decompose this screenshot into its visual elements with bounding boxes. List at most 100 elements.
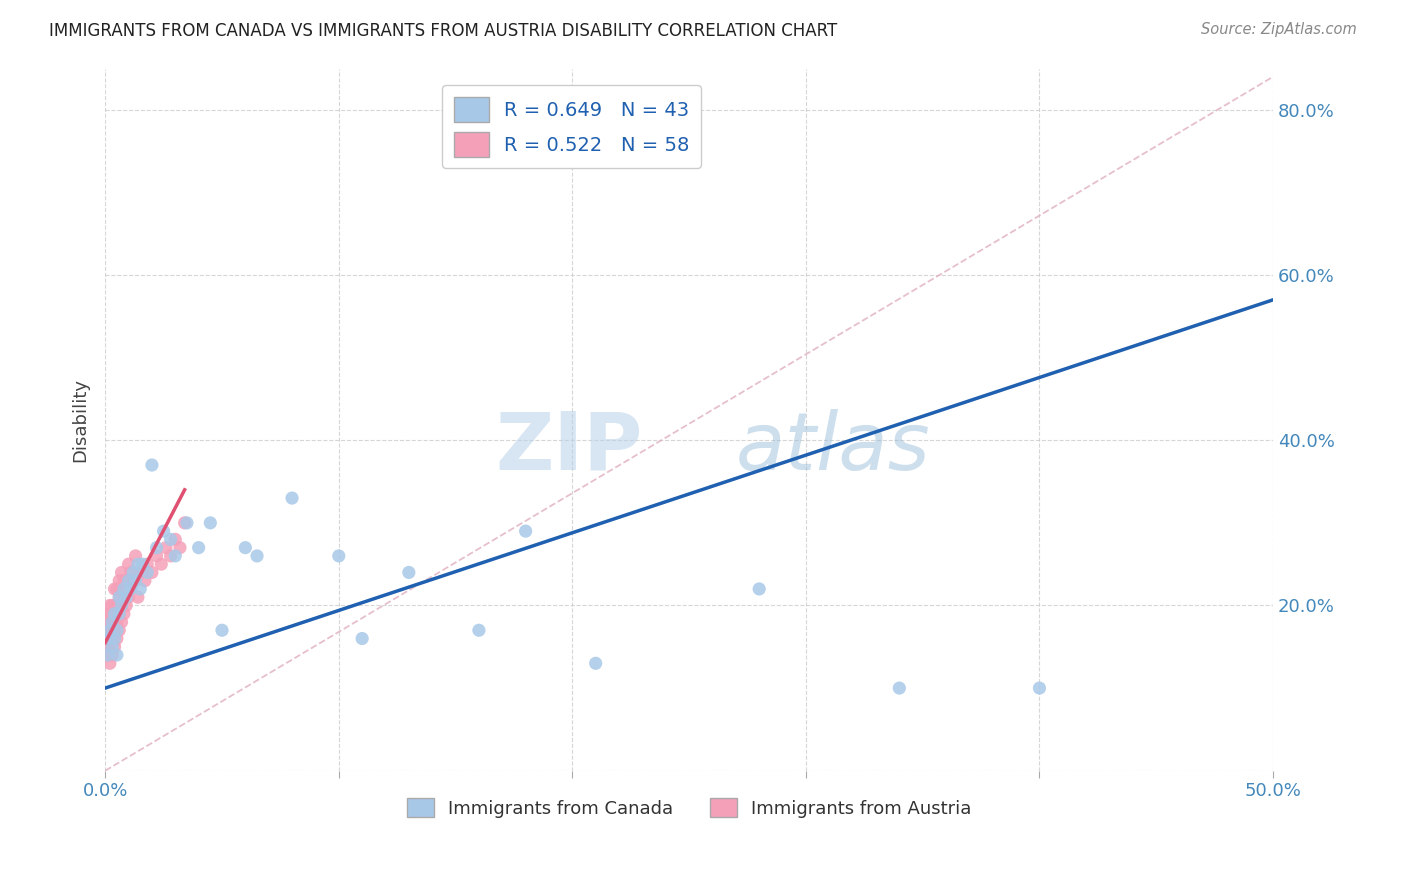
Point <box>112 582 135 596</box>
Point <box>145 541 167 555</box>
Point <box>211 624 233 638</box>
Point <box>101 599 124 613</box>
Point <box>112 574 135 588</box>
Point <box>112 591 135 605</box>
Point <box>96 624 118 638</box>
Point <box>124 574 146 588</box>
Point <box>120 582 142 596</box>
Point <box>103 624 125 638</box>
Point <box>98 632 121 646</box>
Point <box>103 640 125 654</box>
Point <box>129 566 152 580</box>
Point <box>127 591 149 605</box>
Point <box>108 624 131 638</box>
Point <box>98 624 121 638</box>
Point <box>515 524 537 538</box>
Point <box>187 541 209 555</box>
Point <box>110 566 132 580</box>
Point <box>150 557 173 571</box>
Point <box>115 582 138 596</box>
Point <box>136 557 159 571</box>
Point <box>159 549 181 563</box>
Point <box>155 541 177 555</box>
Point <box>98 632 121 646</box>
Point <box>108 607 131 621</box>
Point <box>105 624 128 638</box>
Point <box>328 549 350 563</box>
Point <box>108 591 131 605</box>
Point <box>103 582 125 596</box>
Point <box>468 624 491 638</box>
Point <box>165 549 187 563</box>
Point <box>246 549 269 563</box>
Point <box>129 582 152 596</box>
Point <box>131 557 153 571</box>
Point <box>110 615 132 629</box>
Point <box>176 516 198 530</box>
Point <box>134 574 156 588</box>
Point <box>98 657 121 671</box>
Point <box>122 574 145 588</box>
Point <box>98 607 121 621</box>
Point <box>1028 681 1050 695</box>
Point <box>235 541 257 555</box>
Point <box>127 557 149 571</box>
Point <box>105 648 128 662</box>
Point <box>152 524 174 538</box>
Point <box>110 599 132 613</box>
Point <box>200 516 222 530</box>
Point <box>105 615 128 629</box>
Point <box>101 648 124 662</box>
Point <box>159 533 181 547</box>
Point <box>108 607 131 621</box>
Point <box>145 549 167 563</box>
Text: atlas: atlas <box>735 409 931 487</box>
Point <box>112 607 135 621</box>
Point <box>103 599 125 613</box>
Point <box>101 615 124 629</box>
Legend: Immigrants from Canada, Immigrants from Austria: Immigrants from Canada, Immigrants from … <box>399 791 979 825</box>
Point <box>98 599 121 613</box>
Point <box>115 599 138 613</box>
Point <box>105 632 128 646</box>
Point <box>117 591 139 605</box>
Y-axis label: Disability: Disability <box>72 377 89 461</box>
Text: Source: ZipAtlas.com: Source: ZipAtlas.com <box>1201 22 1357 37</box>
Point <box>103 615 125 629</box>
Point <box>101 632 124 646</box>
Point <box>103 607 125 621</box>
Point <box>108 574 131 588</box>
Point <box>122 566 145 580</box>
Point <box>105 599 128 613</box>
Point <box>110 599 132 613</box>
Point <box>115 591 138 605</box>
Point <box>281 491 304 505</box>
Point <box>103 632 125 646</box>
Point <box>96 648 118 662</box>
Point <box>96 607 118 621</box>
Point <box>124 549 146 563</box>
Point <box>96 632 118 646</box>
Point <box>173 516 195 530</box>
Point <box>165 533 187 547</box>
Point <box>117 557 139 571</box>
Point <box>398 566 420 580</box>
Point <box>889 681 911 695</box>
Point <box>141 458 163 472</box>
Text: ZIP: ZIP <box>495 409 643 487</box>
Point <box>169 541 191 555</box>
Point <box>105 582 128 596</box>
Point <box>96 648 118 662</box>
Point <box>585 657 607 671</box>
Point <box>108 591 131 605</box>
Point <box>352 632 374 646</box>
Point <box>96 640 118 654</box>
Point <box>117 574 139 588</box>
Point <box>98 615 121 629</box>
Point <box>110 582 132 596</box>
Point <box>98 640 121 654</box>
Point <box>101 640 124 654</box>
Point <box>136 566 159 580</box>
Point <box>141 566 163 580</box>
Point <box>101 615 124 629</box>
